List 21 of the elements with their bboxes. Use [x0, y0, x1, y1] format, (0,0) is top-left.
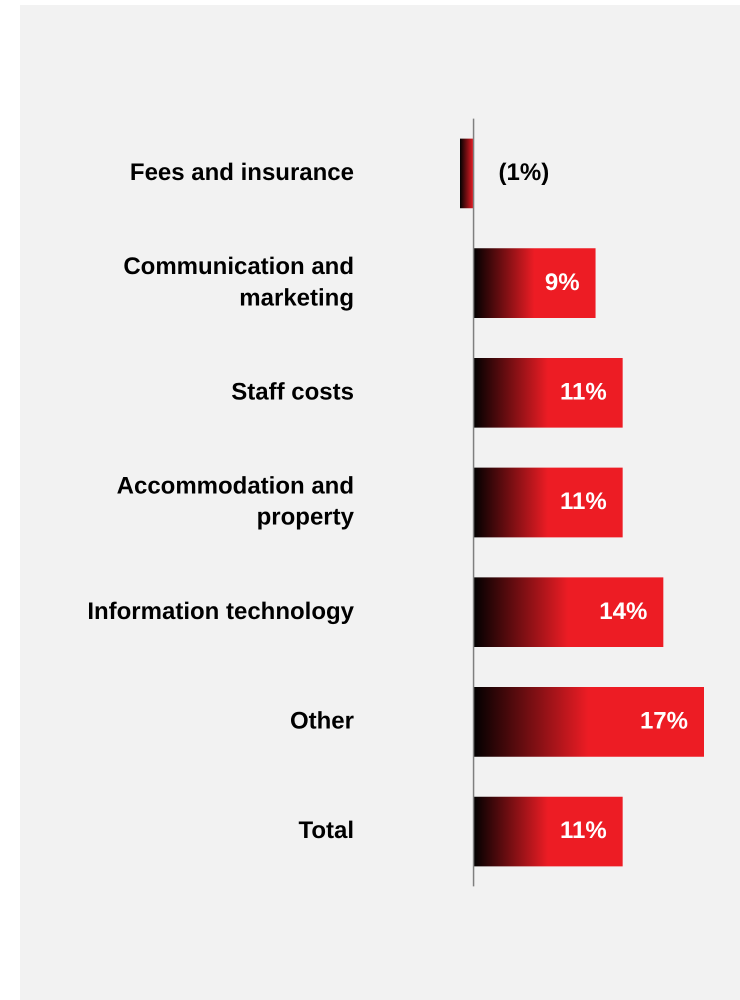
bar: [474, 358, 623, 428]
data-label: 11%: [560, 817, 607, 844]
data-label: 11%: [560, 488, 607, 516]
y-tick-label: Staff costs: [231, 378, 354, 406]
data-label: (1%): [498, 159, 550, 186]
bar: [474, 796, 623, 866]
y-tick-label: Information technology: [87, 598, 355, 625]
y-tick-label: Other: [290, 707, 354, 734]
bar: [474, 468, 623, 538]
bar: [474, 577, 664, 648]
data-label: 9%: [544, 268, 580, 296]
bar: [474, 248, 596, 318]
data-label: 14%: [599, 598, 648, 625]
y-tick-label: Fees and insurance: [130, 159, 354, 186]
data-label: 17%: [640, 707, 688, 734]
bar: [460, 138, 474, 208]
y-tick-label: Communication and marketing: [123, 253, 354, 312]
data-label: 11%: [560, 378, 607, 406]
y-tick-label: Total: [298, 817, 354, 844]
bar: [474, 687, 704, 757]
y-tick-label: Accommodation and property: [116, 472, 355, 531]
